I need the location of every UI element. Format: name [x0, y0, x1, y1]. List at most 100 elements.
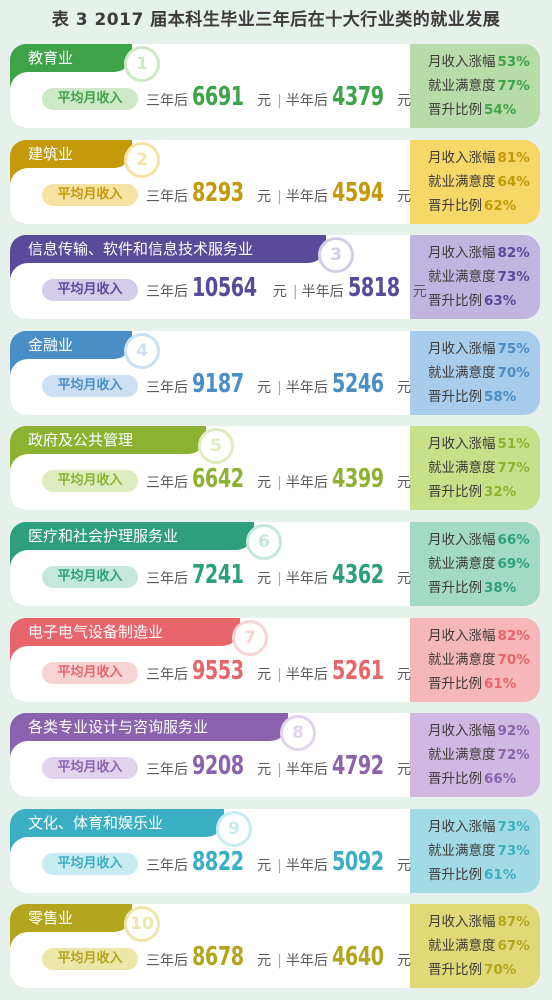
percent-sign: % [502, 866, 517, 883]
income-row: 三年后 8293 元 | 半年后 4594 元 [146, 178, 411, 212]
promotion-label: 晋升比例 [428, 102, 482, 118]
unit-label: 元 [396, 762, 411, 779]
rank-badge: 3 [318, 237, 354, 274]
unit-label: 元 [396, 666, 411, 683]
income-growth-stat: 月收入涨幅 92% [420, 719, 540, 743]
rank-badge: 7 [232, 619, 268, 656]
promotion-value: 32 [484, 484, 503, 501]
income-row: 三年后 9187 元 | 半年后 5246 元 [146, 369, 411, 403]
unit-label: 元 [257, 188, 272, 205]
stats-panel: 月收入涨幅 82% 就业满意度 73% 晋升比例 63% [420, 235, 540, 319]
avg-income-label: 平均月收入 [42, 279, 138, 302]
promotion-label: 晋升比例 [428, 388, 482, 405]
divider: | [277, 762, 282, 779]
satisfaction-label: 就业满意度 [428, 938, 496, 955]
income-row: 三年后 8678 元 | 半年后 4640 元 [146, 942, 411, 976]
income-row: 三年后 10564 元 | 半年后 5818 元 [146, 273, 427, 307]
satisfaction-value: 64 [497, 173, 517, 190]
industry-income-panel: 文化、体育和娱乐业 9 平均月收入 三年后 8822 元 | 半年后 5092 … [10, 808, 411, 893]
promotion-label: 晋升比例 [428, 293, 482, 310]
promotion-value: 38 [484, 580, 503, 596]
rank-badge: 10 [124, 906, 160, 943]
percent-sign: % [502, 388, 517, 405]
income-after-three-years: 9553 [192, 655, 244, 686]
satisfaction-label: 就业满意度 [428, 842, 496, 859]
income-row: 三年后 8822 元 | 半年后 5092 元 [146, 847, 411, 881]
avg-income-label: 平均月收入 [42, 757, 138, 780]
promotion-stat: 晋升比例 54% [420, 98, 540, 122]
promotion-value: 58 [484, 388, 503, 405]
unit-label: 元 [396, 93, 411, 109]
income-growth-label: 月收入涨幅 [428, 818, 496, 835]
percent-sign: % [516, 269, 530, 286]
income-growth-label: 月收入涨幅 [428, 532, 496, 548]
promotion-value: 62 [484, 197, 503, 214]
after-three-years-label: 三年后 [146, 379, 188, 396]
income-after-half-year: 4399 [331, 464, 384, 495]
industry-card: 信息传输、软件和信息技术服务业 3 平均月收入 三年后 10564 元 | 半年… [10, 235, 540, 320]
income-after-three-years: 7241 [192, 560, 244, 590]
after-half-year-label: 半年后 [285, 857, 328, 874]
income-growth-stat: 月收入涨幅 73% [420, 815, 540, 839]
header-corner [10, 836, 34, 893]
percent-sign: % [516, 78, 530, 94]
income-growth-value: 81 [497, 149, 517, 166]
industry-name: 零售业 [10, 904, 132, 933]
page-title: 表 3 2017 届本科生毕业三年后在十大行业类的就业发展 [51, 10, 501, 30]
income-growth-value: 92 [497, 723, 517, 740]
percent-sign: % [516, 149, 530, 166]
income-growth-label: 月收入涨幅 [428, 340, 496, 357]
industry-card: 文化、体育和娱乐业 9 平均月收入 三年后 8822 元 | 半年后 5092 … [10, 808, 540, 893]
income-growth-value: 75 [497, 340, 517, 357]
income-growth-value: 51 [497, 436, 517, 453]
rank-badge: 6 [246, 524, 282, 560]
industry-name: 建筑业 [10, 139, 132, 168]
unit-label: 元 [396, 379, 411, 396]
stats-panel: 月收入涨幅 92% 就业满意度 72% 晋升比例 66% [420, 713, 540, 797]
after-half-year-label: 半年后 [301, 284, 344, 301]
header-corner [10, 741, 34, 798]
percent-sign: % [516, 340, 530, 357]
percent-sign: % [516, 54, 530, 70]
avg-income-label: 平均月收入 [42, 374, 138, 397]
percent-sign: % [516, 627, 530, 644]
percent-sign: % [516, 723, 530, 740]
rank-badge: 5 [198, 428, 234, 465]
income-growth-stat: 月收入涨幅 82% [420, 241, 540, 265]
industry-income-panel: 医疗和社会护理服务业 6 平均月收入 三年后 7241 元 | 半年后 4362… [10, 522, 411, 606]
percent-sign: % [516, 532, 530, 548]
satisfaction-stat: 就业满意度 70% [420, 361, 540, 385]
industry-income-panel: 信息传输、软件和信息技术服务业 3 平均月收入 三年后 10564 元 | 半年… [10, 235, 427, 320]
income-after-half-year: 5246 [331, 368, 384, 399]
industry-income-panel: 零售业 10 平均月收入 三年后 8678 元 | 半年后 4640 元 [10, 904, 411, 989]
unit-label: 元 [396, 475, 411, 492]
percent-sign: % [502, 771, 517, 788]
income-growth-value: 66 [497, 532, 517, 548]
divider: | [277, 571, 282, 587]
promotion-stat: 晋升比例 58% [420, 385, 540, 409]
satisfaction-value: 69 [497, 556, 517, 572]
unit-label: 元 [396, 857, 411, 874]
income-after-three-years: 8293 [192, 177, 244, 208]
income-row: 三年后 9553 元 | 半年后 5261 元 [146, 656, 411, 690]
percent-sign: % [502, 102, 517, 118]
header-corner [10, 550, 34, 606]
income-growth-label: 月收入涨幅 [428, 723, 496, 740]
income-row: 三年后 6691 元 | 半年后 4379 元 [146, 82, 411, 116]
income-after-three-years: 10564 [192, 273, 257, 304]
satisfaction-stat: 就业满意度 67% [420, 934, 540, 958]
industry-card: 医疗和社会护理服务业 6 平均月收入 三年后 7241 元 | 半年后 4362… [10, 522, 540, 606]
percent-sign: % [516, 651, 530, 668]
industry-income-panel: 电子电气设备制造业 7 平均月收入 三年后 9553 元 | 半年后 5261 … [10, 617, 411, 702]
promotion-stat: 晋升比例 66% [420, 767, 540, 791]
after-half-year-label: 半年后 [285, 953, 328, 970]
after-half-year-label: 半年后 [285, 666, 328, 683]
promotion-stat: 晋升比例 62% [420, 194, 540, 218]
percent-sign: % [516, 938, 530, 955]
unit-label: 元 [257, 379, 272, 396]
stats-panel: 月收入涨幅 82% 就业满意度 70% 晋升比例 61% [420, 618, 540, 702]
unit-label: 元 [272, 284, 287, 301]
divider: | [277, 188, 282, 205]
unit-label: 元 [257, 475, 272, 492]
header-corner [10, 932, 34, 989]
